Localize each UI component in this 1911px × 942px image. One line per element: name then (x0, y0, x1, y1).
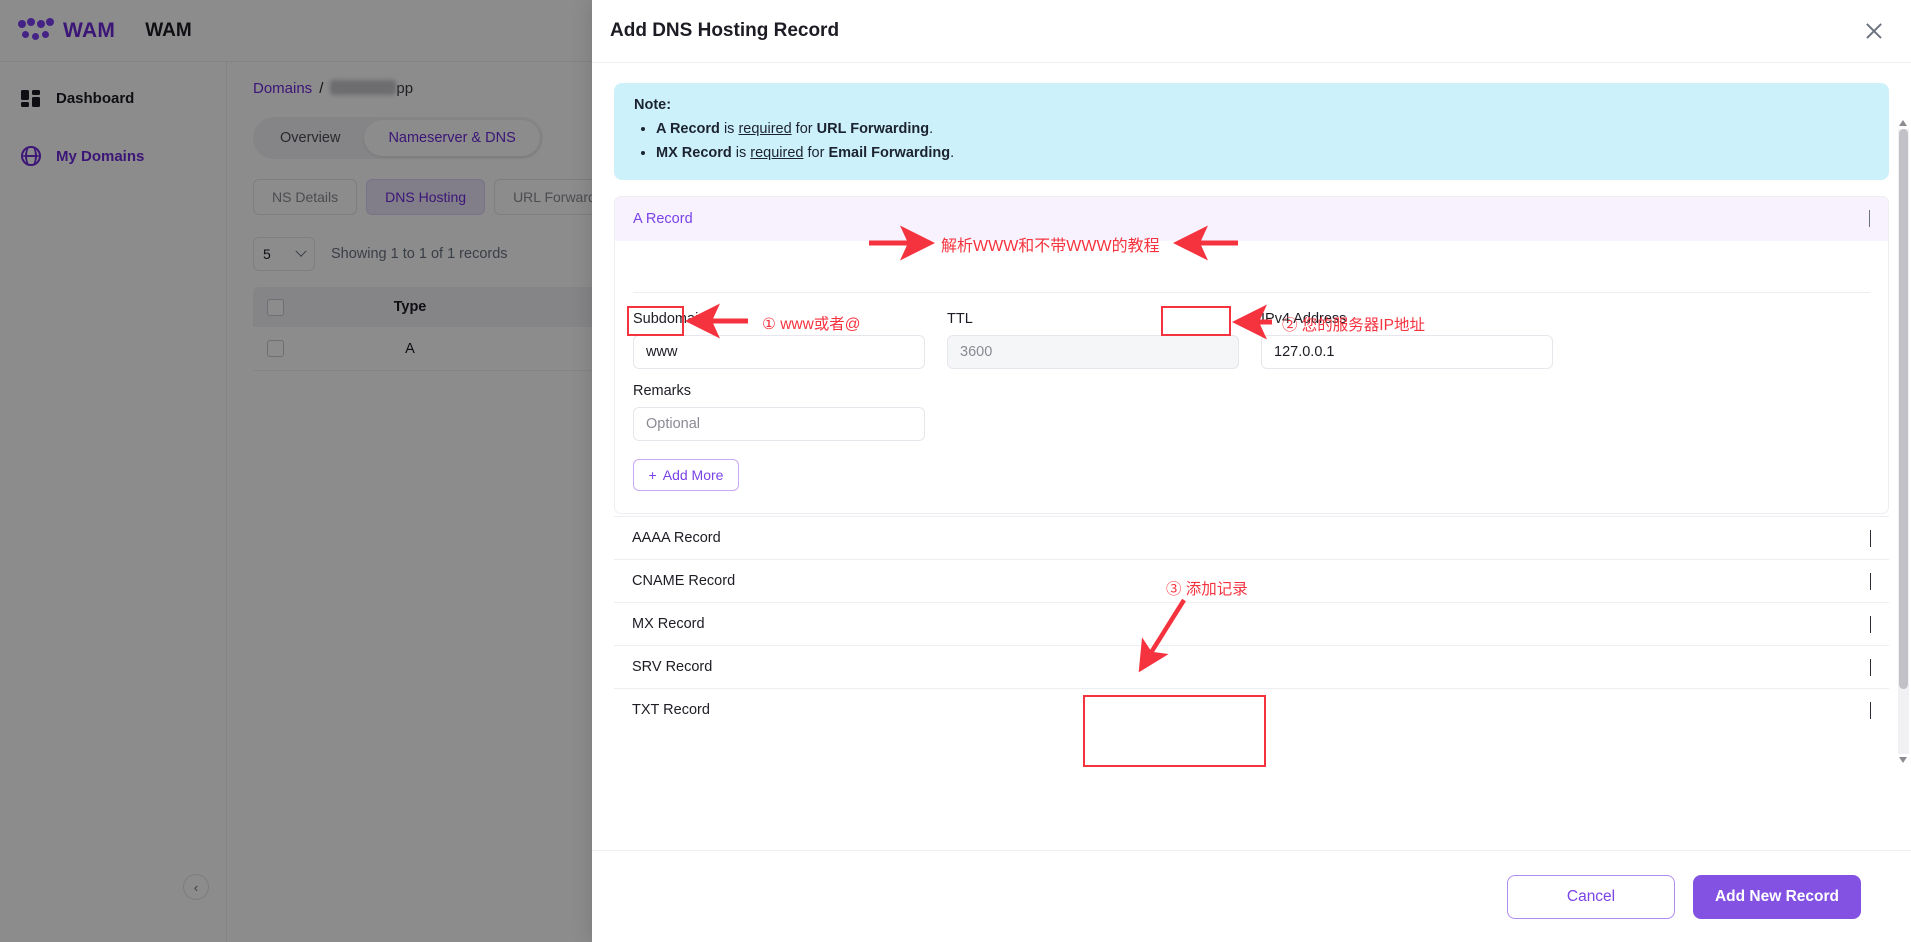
ipv4-input[interactable]: 127.0.0.1 (1261, 335, 1553, 369)
sidebar-collapse-button[interactable]: ‹ (183, 874, 209, 900)
plus-icon: + (648, 467, 657, 483)
note-heading: Note: (634, 97, 672, 113)
tab-group-domain: Overview Nameserver & DNS (253, 117, 543, 159)
chevron-down-icon[interactable] (1870, 530, 1871, 547)
note-banner: Note: A Record is required for URL Forwa… (614, 83, 1889, 180)
remarks-input[interactable]: Optional (633, 407, 925, 441)
accordion-label: SRV Record (632, 659, 713, 675)
field-ttl: TTL 3600 (947, 311, 1239, 369)
globe-icon (20, 145, 42, 167)
sidebar-item-label: My Domains (56, 147, 145, 165)
breadcrumb-separator: / (319, 80, 324, 97)
a-record-fields: Subdomain www TTL 3600 IPv4 Address 127.… (633, 311, 1870, 369)
sidebar: Dashboard My Domains ‹ (0, 62, 227, 942)
page-size-value: 5 (263, 246, 271, 262)
annotation-step-2: ② 您的服务器IP地址 (1282, 317, 1425, 334)
add-more-button[interactable]: + Add More (633, 459, 739, 491)
annotation-strip (633, 241, 1870, 293)
accordion-body-a-record: Subdomain www TTL 3600 IPv4 Address 127.… (615, 241, 1888, 513)
chevron-left-icon: ‹ (193, 879, 199, 895)
field-label: IPv4 Address (1261, 311, 1347, 327)
note-item: A Record is required for URL Forwarding. (656, 119, 1869, 140)
tab-overview[interactable]: Overview (280, 130, 341, 146)
chevron-down-icon[interactable] (1870, 659, 1871, 676)
row-checkbox[interactable] (267, 340, 284, 357)
tab-nameserver-dns[interactable]: Nameserver & DNS (364, 120, 540, 156)
sidebar-item-my-domains[interactable]: My Domains (20, 134, 226, 178)
field-remarks: Remarks Optional (633, 383, 925, 441)
note-item: MX Record is required for Email Forwardi… (656, 143, 1869, 164)
logo[interactable]: WAM (18, 17, 116, 44)
chevron-up-icon[interactable] (1869, 210, 1870, 227)
sidebar-item-dashboard[interactable]: Dashboard (20, 76, 226, 120)
table-toolbar: 5 Showing 1 to 1 of 1 records (253, 237, 1885, 271)
logo-text: WAM (63, 18, 116, 42)
modal-title: Add DNS Hosting Record (610, 20, 840, 41)
breadcrumb-current-domain: pp (330, 80, 413, 97)
cancel-button[interactable]: Cancel (1507, 874, 1675, 919)
field-ipv4: IPv4 Address 127.0.0.1 (1261, 311, 1553, 369)
accordion-header-srv-record[interactable]: SRV Record (614, 645, 1889, 688)
select-all-checkbox[interactable] (267, 298, 284, 316)
accordion-header-a-record[interactable]: A Record (615, 197, 1888, 241)
ttl-input[interactable]: 3600 (947, 335, 1239, 369)
accordion-header-txt-record[interactable]: TXT Record (614, 688, 1889, 731)
accordion-label: AAAA Record (632, 530, 721, 546)
accordion-header-aaaa-record[interactable]: AAAA Record (614, 516, 1889, 559)
wam-logo-icon (18, 17, 56, 44)
cell-type: A (405, 340, 415, 357)
modal-backdrop[interactable] (0, 0, 592, 942)
accordion-label: A Record (633, 211, 693, 227)
dashboard-icon (20, 87, 42, 109)
collapsed-record-sections: AAAA Record CNAME Record MX Record SRV R… (614, 516, 1889, 731)
accordion-header-mx-record[interactable]: MX Record (614, 602, 1889, 645)
chevron-down-icon[interactable] (1870, 616, 1871, 633)
brand-title: WAM (145, 19, 192, 41)
annotation-title-note: 解析WWW和不带WWW的教程 (941, 238, 1160, 255)
page-size-select[interactable]: 5 (253, 237, 315, 271)
scroll-down-arrow-icon[interactable] (1899, 757, 1907, 763)
field-label: TTL (947, 311, 973, 327)
close-icon[interactable] (1861, 18, 1887, 44)
tab-dns-hosting[interactable]: DNS Hosting (366, 179, 486, 215)
showing-records-text: Showing 1 to 1 of 1 records (331, 246, 508, 262)
breadcrumb: Domains / pp (253, 80, 1885, 97)
add-dns-record-modal: Add DNS Hosting Record Note: A Record is… (592, 0, 1911, 942)
chevron-down-icon[interactable] (1870, 702, 1871, 719)
modal-footer: Cancel Add New Record (592, 850, 1911, 942)
accordion-header-cname-record[interactable]: CNAME Record (614, 559, 1889, 602)
breadcrumb-domains-link[interactable]: Domains (253, 80, 313, 97)
accordion-label: MX Record (632, 616, 705, 632)
scrollbar-thumb[interactable] (1899, 129, 1908, 689)
note-list: A Record is required for URL Forwarding.… (656, 119, 1869, 164)
add-new-record-button[interactable]: Add New Record (1693, 874, 1861, 919)
accordion-a-record: A Record Subdomain www TTL 3600 IPv4 Add… (614, 196, 1889, 514)
annotation-step-1: ① www或者@ (762, 316, 861, 333)
modal-body: Note: A Record is required for URL Forwa… (592, 63, 1911, 850)
accordion-label: TXT Record (632, 702, 710, 718)
chevron-down-icon[interactable] (1870, 573, 1871, 590)
column-header-type[interactable]: Type (393, 299, 427, 315)
tab-ns-details[interactable]: NS Details (253, 179, 358, 215)
field-subdomain: Subdomain www (633, 311, 925, 369)
accordion-label: CNAME Record (632, 573, 736, 589)
sidebar-item-label: Dashboard (56, 89, 135, 107)
modal-scrollbar[interactable] (1898, 120, 1909, 763)
redacted-domain-chip (330, 80, 397, 95)
subdomain-input[interactable]: www (633, 335, 925, 369)
modal-header: Add DNS Hosting Record (592, 0, 1911, 63)
scroll-up-arrow-icon[interactable] (1899, 120, 1907, 126)
add-more-label: Add More (662, 467, 724, 483)
annotation-step-3: ③ 添加记录 (1166, 581, 1248, 598)
field-label: Remarks (633, 383, 692, 399)
